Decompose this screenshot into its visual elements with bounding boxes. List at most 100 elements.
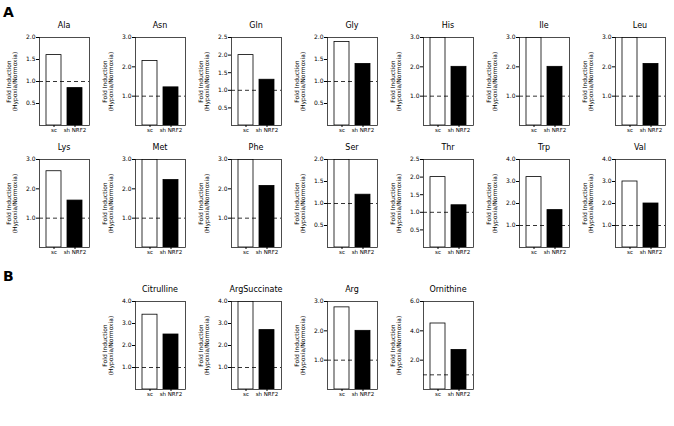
svg-text:sh NRF2: sh NRF2 <box>256 391 279 397</box>
svg-text:4.0: 4.0 <box>218 297 228 304</box>
svg-text:1.0: 1.0 <box>314 77 324 84</box>
svg-text:3.0: 3.0 <box>506 33 516 40</box>
svg-text:Fold Induction(Hypoxia/Normoxi: Fold Induction(Hypoxia/Normoxia) <box>581 174 595 234</box>
svg-text:sh NRF2: sh NRF2 <box>256 249 279 255</box>
svg-text:sc: sc <box>147 391 153 397</box>
svg-text:sh NRF2: sh NRF2 <box>544 249 567 255</box>
svg-text:2.0: 2.0 <box>218 185 228 192</box>
svg-text:Fold Induction(Hypoxia/Normoxi: Fold Induction(Hypoxia/Normoxia) <box>389 52 403 112</box>
svg-text:sh NRF2: sh NRF2 <box>640 127 663 133</box>
svg-text:2.0: 2.0 <box>122 185 132 192</box>
svg-text:3.0: 3.0 <box>602 33 612 40</box>
svg-text:6.0: 6.0 <box>410 297 420 304</box>
svg-text:1.5: 1.5 <box>26 55 36 62</box>
svg-text:sh NRF2: sh NRF2 <box>256 127 279 133</box>
svg-text:1.0: 1.0 <box>314 356 324 363</box>
svg-text:2.0: 2.0 <box>506 63 516 70</box>
svg-text:2.0: 2.0 <box>410 173 420 180</box>
svg-text:2.0: 2.0 <box>314 155 324 162</box>
svg-text:Fold Induction(Hypoxia/Normoxi: Fold Induction(Hypoxia/Normoxia) <box>197 174 211 234</box>
svg-text:2.5: 2.5 <box>218 33 228 40</box>
svg-text:2.0: 2.0 <box>314 33 324 40</box>
svg-text:2.5: 2.5 <box>410 155 420 162</box>
svg-text:0.5: 0.5 <box>314 99 324 106</box>
svg-text:Fold Induction(Hypoxia/Normoxi: Fold Induction(Hypoxia/Normoxia) <box>293 52 307 112</box>
svg-text:3.0: 3.0 <box>506 177 516 184</box>
svg-text:sh NRF2: sh NRF2 <box>448 391 471 397</box>
svg-text:1.0: 1.0 <box>26 214 36 221</box>
svg-text:sc: sc <box>339 391 345 397</box>
svg-text:sh NRF2: sh NRF2 <box>64 249 87 255</box>
svg-text:3.0: 3.0 <box>122 319 132 326</box>
svg-text:Fold Induction(Hypoxia/Normoxi: Fold Induction(Hypoxia/Normoxia) <box>5 174 19 234</box>
svg-text:sh NRF2: sh NRF2 <box>448 127 471 133</box>
svg-text:sc: sc <box>627 249 633 255</box>
svg-text:2.0: 2.0 <box>122 341 132 348</box>
svg-text:1.0: 1.0 <box>602 221 612 228</box>
svg-text:sh NRF2: sh NRF2 <box>352 391 375 397</box>
svg-text:0.5: 0.5 <box>314 221 324 228</box>
svg-text:1.0: 1.0 <box>410 208 420 215</box>
svg-text:2.0: 2.0 <box>26 33 36 40</box>
svg-text:1.5: 1.5 <box>218 69 228 76</box>
svg-text:Fold Induction(Hypoxia/Normoxi: Fold Induction(Hypoxia/Normoxia) <box>101 316 115 376</box>
svg-text:sc: sc <box>147 127 153 133</box>
svg-text:sh NRF2: sh NRF2 <box>352 249 375 255</box>
svg-text:sh NRF2: sh NRF2 <box>544 127 567 133</box>
svg-text:Fold Induction(Hypoxia/Normoxi: Fold Induction(Hypoxia/Normoxia) <box>197 52 211 112</box>
svg-text:1.0: 1.0 <box>506 92 516 99</box>
svg-text:sh NRF2: sh NRF2 <box>352 127 375 133</box>
svg-text:1.0: 1.0 <box>122 363 132 370</box>
svg-text:sc: sc <box>51 249 57 255</box>
svg-text:sc: sc <box>147 249 153 255</box>
svg-text:3.0: 3.0 <box>26 155 36 162</box>
svg-text:2.0: 2.0 <box>218 51 228 58</box>
svg-text:sc: sc <box>435 249 441 255</box>
svg-text:sc: sc <box>243 391 249 397</box>
svg-text:1.0: 1.0 <box>218 214 228 221</box>
svg-text:3.0: 3.0 <box>602 177 612 184</box>
svg-text:Fold Induction(Hypoxia/Normoxi: Fold Induction(Hypoxia/Normoxia) <box>485 174 499 234</box>
svg-text:2.0: 2.0 <box>506 199 516 206</box>
svg-text:4.0: 4.0 <box>410 327 420 334</box>
svg-text:Fold Induction(Hypoxia/Normoxi: Fold Induction(Hypoxia/Normoxia) <box>293 174 307 234</box>
svg-text:3.0: 3.0 <box>218 319 228 326</box>
svg-text:sc: sc <box>243 127 249 133</box>
svg-text:Fold Induction(Hypoxia/Normoxi: Fold Induction(Hypoxia/Normoxia) <box>389 316 403 376</box>
svg-text:2.0: 2.0 <box>602 63 612 70</box>
svg-text:3.0: 3.0 <box>122 33 132 40</box>
svg-text:2.0: 2.0 <box>410 63 420 70</box>
svg-text:sc: sc <box>627 127 633 133</box>
svg-text:4.0: 4.0 <box>506 155 516 162</box>
svg-text:1.0: 1.0 <box>314 199 324 206</box>
svg-text:sc: sc <box>531 249 537 255</box>
svg-text:1.0: 1.0 <box>602 92 612 99</box>
svg-text:sh NRF2: sh NRF2 <box>160 249 183 255</box>
svg-text:0.5: 0.5 <box>26 99 36 106</box>
svg-text:1.0: 1.0 <box>218 363 228 370</box>
svg-text:3.0: 3.0 <box>314 297 324 304</box>
svg-text:4.0: 4.0 <box>602 155 612 162</box>
svg-text:2.0: 2.0 <box>410 356 420 363</box>
svg-text:1.0: 1.0 <box>122 92 132 99</box>
svg-text:0.5: 0.5 <box>410 226 420 233</box>
svg-text:sh NRF2: sh NRF2 <box>448 249 471 255</box>
svg-text:2.0: 2.0 <box>218 341 228 348</box>
svg-text:Fold Induction(Hypoxia/Normoxi: Fold Induction(Hypoxia/Normoxia) <box>389 174 403 234</box>
svg-text:sc: sc <box>435 391 441 397</box>
svg-text:sc: sc <box>51 127 57 133</box>
svg-text:1.5: 1.5 <box>314 177 324 184</box>
svg-text:Fold Induction(Hypoxia/Normoxi: Fold Induction(Hypoxia/Normoxia) <box>5 52 19 112</box>
svg-text:2.0: 2.0 <box>122 63 132 70</box>
svg-text:1.5: 1.5 <box>314 55 324 62</box>
svg-text:Fold Induction(Hypoxia/Normoxi: Fold Induction(Hypoxia/Normoxia) <box>581 52 595 112</box>
svg-text:Fold Induction(Hypoxia/Normoxi: Fold Induction(Hypoxia/Normoxia) <box>197 316 211 376</box>
svg-text:Fold Induction(Hypoxia/Normoxi: Fold Induction(Hypoxia/Normoxia) <box>101 52 115 112</box>
svg-text:sh NRF2: sh NRF2 <box>160 127 183 133</box>
svg-text:Fold Induction(Hypoxia/Normoxi: Fold Induction(Hypoxia/Normoxia) <box>101 174 115 234</box>
svg-text:1.0: 1.0 <box>410 92 420 99</box>
svg-text:Fold Induction(Hypoxia/Normoxi: Fold Induction(Hypoxia/Normoxia) <box>293 316 307 376</box>
svg-text:1.0: 1.0 <box>218 86 228 93</box>
svg-text:sh NRF2: sh NRF2 <box>640 249 663 255</box>
svg-text:sc: sc <box>435 127 441 133</box>
